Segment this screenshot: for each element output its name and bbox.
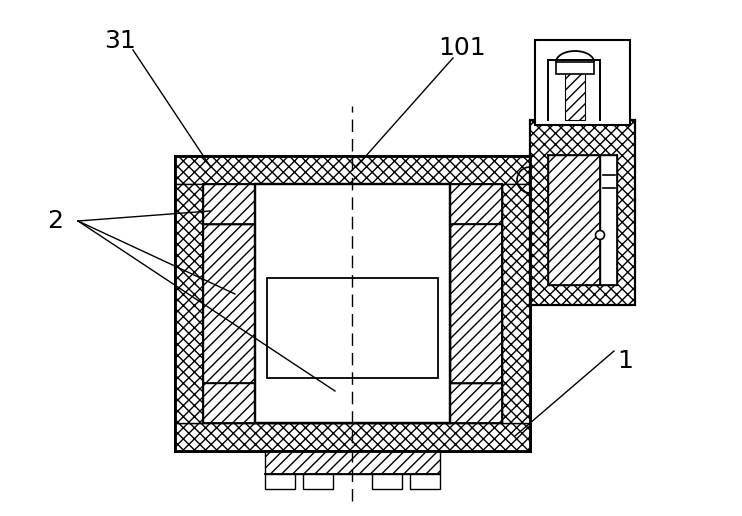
Bar xyxy=(203,383,502,423)
Bar xyxy=(565,65,585,120)
Bar xyxy=(535,40,630,125)
Bar xyxy=(450,224,502,383)
Bar xyxy=(265,451,440,474)
Bar xyxy=(600,155,617,285)
Text: 1: 1 xyxy=(617,349,633,373)
Bar xyxy=(175,184,203,423)
Bar xyxy=(203,224,255,383)
Bar xyxy=(548,155,600,285)
Bar xyxy=(267,278,438,378)
Text: 31: 31 xyxy=(104,29,136,53)
Bar xyxy=(175,156,530,451)
Bar xyxy=(556,62,594,74)
Bar xyxy=(175,423,530,451)
Bar xyxy=(175,156,530,184)
Bar xyxy=(548,60,600,120)
Circle shape xyxy=(596,231,605,239)
Bar xyxy=(372,474,402,489)
Bar xyxy=(502,184,530,423)
Bar xyxy=(203,184,502,224)
Bar xyxy=(255,184,450,423)
Text: 2: 2 xyxy=(47,209,63,233)
Text: 101: 101 xyxy=(439,36,486,60)
Bar xyxy=(265,474,295,489)
Bar xyxy=(530,120,635,305)
Bar xyxy=(410,474,440,489)
Bar xyxy=(303,474,333,489)
